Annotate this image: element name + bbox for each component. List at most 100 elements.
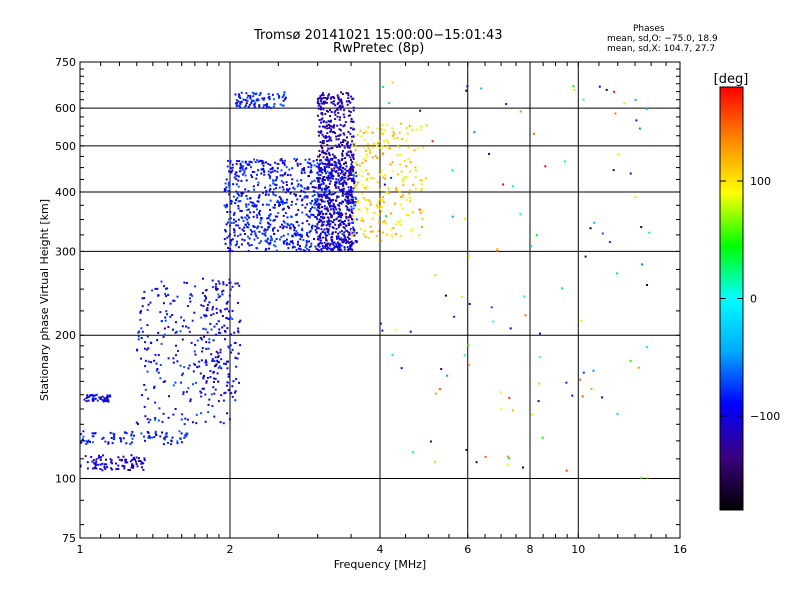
data-point xyxy=(107,442,110,445)
data-point xyxy=(309,171,312,174)
data-point xyxy=(341,93,344,95)
data-point xyxy=(347,219,350,222)
data-point xyxy=(311,180,314,183)
data-point xyxy=(402,176,405,179)
data-point xyxy=(137,331,140,334)
data-point xyxy=(434,392,437,395)
data-point xyxy=(246,218,249,221)
data-point xyxy=(101,399,104,402)
data-point xyxy=(324,112,327,115)
data-point xyxy=(143,435,145,438)
data-point xyxy=(246,221,249,224)
data-point xyxy=(290,215,293,218)
data-point xyxy=(330,169,333,172)
data-point xyxy=(343,124,346,127)
data-point xyxy=(281,104,284,107)
data-point xyxy=(507,463,510,466)
data-point xyxy=(316,218,319,221)
data-point xyxy=(329,163,331,165)
data-point xyxy=(377,142,380,145)
data-point xyxy=(140,432,143,435)
data-point xyxy=(355,162,358,165)
data-point xyxy=(411,128,414,131)
colorbar-tick-label: −100 xyxy=(750,410,780,423)
data-point xyxy=(163,302,165,305)
data-point xyxy=(291,167,294,170)
y-axis-label: Stationary phase Virtual Height [km] xyxy=(38,199,51,401)
data-point xyxy=(130,433,133,436)
data-point xyxy=(190,341,193,344)
data-point xyxy=(320,97,323,100)
data-point xyxy=(366,208,369,211)
data-point xyxy=(251,176,254,179)
data-point xyxy=(234,356,237,359)
data-point xyxy=(349,170,352,173)
data-point xyxy=(320,102,323,105)
data-point xyxy=(202,387,205,390)
data-point xyxy=(310,169,312,172)
data-point xyxy=(125,442,128,445)
data-point xyxy=(391,353,394,356)
data-point xyxy=(414,188,417,191)
data-point xyxy=(438,388,441,391)
data-point xyxy=(391,170,394,173)
data-point xyxy=(346,240,349,243)
data-point xyxy=(189,300,192,303)
data-point xyxy=(396,220,399,223)
data-point xyxy=(318,119,321,121)
data-point xyxy=(322,247,325,250)
data-point xyxy=(402,179,405,181)
data-point xyxy=(465,89,468,92)
data-point xyxy=(321,223,324,226)
data-point xyxy=(272,182,275,185)
data-point xyxy=(415,128,418,131)
data-point xyxy=(372,177,375,180)
data-point xyxy=(397,154,399,157)
data-point xyxy=(137,338,140,341)
data-point xyxy=(257,99,260,102)
data-point xyxy=(343,248,346,251)
data-point xyxy=(293,229,296,232)
data-point xyxy=(230,333,233,336)
data-point xyxy=(325,239,328,242)
data-point xyxy=(307,166,310,169)
data-point xyxy=(265,104,268,107)
data-point xyxy=(399,196,402,198)
data-point xyxy=(194,363,197,366)
data-point xyxy=(282,242,285,245)
data-point xyxy=(336,124,339,127)
data-point xyxy=(274,240,276,243)
data-point xyxy=(354,201,357,203)
data-point xyxy=(342,167,345,170)
data-point xyxy=(337,235,340,238)
data-point xyxy=(349,132,352,135)
data-point xyxy=(329,115,332,117)
data-point xyxy=(288,168,291,171)
data-point xyxy=(261,191,264,194)
data-point xyxy=(337,226,340,229)
data-point xyxy=(244,216,247,219)
data-point xyxy=(333,155,336,158)
data-point xyxy=(181,372,184,375)
data-point xyxy=(273,183,276,186)
data-point xyxy=(239,164,242,167)
data-point xyxy=(330,247,333,250)
data-point xyxy=(254,161,257,164)
data-point xyxy=(318,184,320,186)
data-point xyxy=(320,112,323,115)
data-point xyxy=(237,246,240,249)
data-point xyxy=(333,247,336,250)
data-point xyxy=(531,413,534,416)
data-point xyxy=(342,226,345,229)
data-point xyxy=(359,219,362,222)
data-point xyxy=(213,325,216,328)
data-point xyxy=(313,203,316,206)
data-point xyxy=(322,182,325,185)
data-point xyxy=(272,180,275,183)
data-point xyxy=(340,212,343,215)
data-point xyxy=(377,230,380,233)
data-point xyxy=(233,231,236,234)
data-point xyxy=(123,465,126,468)
data-point xyxy=(538,382,541,385)
data-point xyxy=(318,149,321,152)
